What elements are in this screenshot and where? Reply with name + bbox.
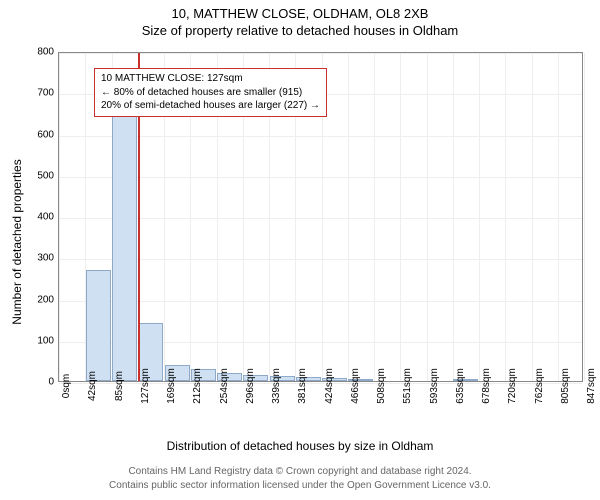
x-tick-label: 85sqm: [114, 371, 125, 401]
x-tick-label: 339sqm: [271, 368, 282, 404]
histogram-bar: [112, 113, 137, 381]
gridline-v: [453, 53, 454, 381]
attribution-line1: Contains HM Land Registry data © Crown c…: [10, 465, 590, 479]
y-tick-label: 200: [37, 294, 54, 305]
annotation-box: 10 MATTHEW CLOSE: 127sqm← 80% of detache…: [94, 68, 327, 117]
x-tick-label: 127sqm: [140, 368, 151, 404]
x-tick-label: 212sqm: [192, 368, 203, 404]
x-tick-label: 169sqm: [166, 368, 177, 404]
x-tick-label: 42sqm: [87, 371, 98, 401]
gridline-v: [427, 53, 428, 381]
x-tick-label: 296sqm: [245, 368, 256, 404]
histogram-bar: [86, 270, 111, 381]
gridline-v: [558, 53, 559, 381]
annotation-line: ← 80% of detached houses are smaller (91…: [101, 86, 320, 100]
x-tick-label: 0sqm: [61, 374, 72, 398]
gridline-v: [348, 53, 349, 381]
attribution: Contains HM Land Registry data © Crown c…: [0, 459, 600, 500]
gridline-h: [59, 383, 582, 384]
x-tick-label: 593sqm: [429, 368, 440, 404]
annotation-line: 20% of semi-detached houses are larger (…: [101, 99, 320, 113]
page-title-line1: 10, MATTHEW CLOSE, OLDHAM, OL8 2XB: [0, 0, 600, 21]
y-tick-label: 600: [37, 129, 54, 140]
y-tick-label: 400: [37, 212, 54, 223]
gridline-v: [479, 53, 480, 381]
plot-area: 10 MATTHEW CLOSE: 127sqm← 80% of detache…: [58, 52, 583, 382]
x-axis-label: Distribution of detached houses by size …: [0, 439, 600, 453]
x-tick-label: 551sqm: [402, 368, 413, 404]
gridline-v: [374, 53, 375, 381]
x-tick-label: 762sqm: [534, 368, 545, 404]
gridline-v: [532, 53, 533, 381]
x-tick-label: 254sqm: [219, 368, 230, 404]
x-tick-label: 635sqm: [455, 368, 466, 404]
gridline-v: [584, 53, 585, 381]
chart-container: Number of detached properties 10 MATTHEW…: [0, 42, 600, 432]
x-tick-label: 805sqm: [560, 368, 571, 404]
y-tick-label: 300: [37, 253, 54, 264]
x-tick-label: 381sqm: [297, 368, 308, 404]
y-tick-label: 100: [37, 335, 54, 346]
gridline-v: [400, 53, 401, 381]
y-tick-label: 500: [37, 170, 54, 181]
attribution-line2: Contains public sector information licen…: [10, 479, 590, 493]
x-tick-label: 720sqm: [507, 368, 518, 404]
x-tick-label: 424sqm: [324, 368, 335, 404]
annotation-line: 10 MATTHEW CLOSE: 127sqm: [101, 72, 320, 86]
x-tick-label: 508sqm: [376, 368, 387, 404]
x-tick-label: 847sqm: [586, 368, 597, 404]
x-tick-label: 678sqm: [481, 368, 492, 404]
gridline-v: [59, 53, 60, 381]
y-tick-label: 700: [37, 88, 54, 99]
page-title-line2: Size of property relative to detached ho…: [0, 21, 600, 42]
y-tick-label: 0: [48, 377, 54, 388]
x-tick-label: 466sqm: [350, 368, 361, 404]
gridline-v: [505, 53, 506, 381]
y-axis-label: Number of detached properties: [10, 159, 24, 324]
y-tick-label: 800: [37, 47, 54, 58]
